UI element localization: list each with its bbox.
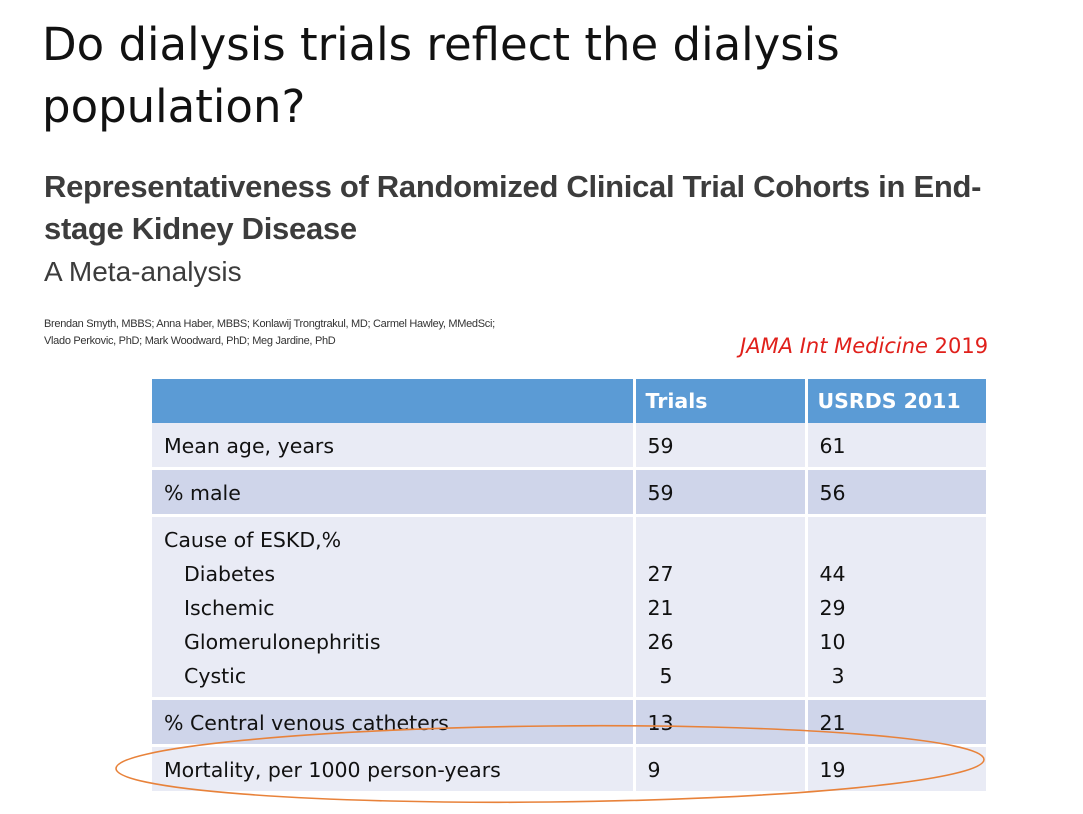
- usrds-value: 61: [806, 423, 986, 469]
- trials-value: 21: [647, 596, 674, 620]
- usrds-value-group: 44 29 10 3: [806, 514, 986, 699]
- usrds-value: 3: [831, 664, 845, 688]
- author-line: Brendan Smyth, MBBS; Anna Haber, MBBS; K…: [44, 318, 495, 330]
- usrds-value: 29: [819, 596, 846, 620]
- comparison-table: Trials USRDS 2011 Mean age, years 59 61 …: [152, 379, 986, 791]
- trials-value: 9: [634, 744, 808, 791]
- journal-year: 2019: [934, 334, 989, 358]
- sub-row-label: Ischemic: [184, 596, 275, 620]
- row-label: % Central venous catheters: [152, 697, 636, 746]
- table-row: Mean age, years 59 61: [152, 423, 986, 469]
- author-line: Vlado Perkovic, PhD; Mark Woodward, PhD;…: [44, 335, 336, 347]
- slide-title: Do dialysis trials reflect the dialysis …: [42, 18, 840, 133]
- column-header-label: [152, 379, 636, 423]
- row-label-group: Cause of ESKD,% Diabetes Ischemic Glomer…: [152, 514, 636, 699]
- row-label: Mean age, years: [152, 423, 636, 469]
- usrds-value: 44: [819, 562, 846, 586]
- trials-value: 5: [659, 664, 673, 688]
- trials-value: 59: [634, 423, 808, 469]
- column-header-trials: Trials: [634, 379, 808, 423]
- column-header-usrds: USRDS 2011: [806, 379, 986, 423]
- usrds-value: 19: [806, 744, 986, 791]
- table-row: Cause of ESKD,% Diabetes Ischemic Glomer…: [152, 514, 986, 699]
- row-label: Mortality, per 1000 person-years: [152, 744, 636, 791]
- table-row-mortality: Mortality, per 1000 person-years 9 19: [152, 744, 986, 791]
- author-list: Brendan Smyth, MBBS; Anna Haber, MBBS; K…: [44, 316, 704, 350]
- trials-value: 27: [647, 562, 674, 586]
- usrds-value: 56: [806, 467, 986, 516]
- table-row: % male 59 56: [152, 467, 986, 516]
- row-label: % male: [152, 467, 636, 516]
- table-row: % Central venous catheters 13 21: [152, 697, 986, 746]
- sub-row-label: Cystic: [184, 664, 247, 688]
- article-subtitle: A Meta-analysis: [44, 256, 242, 287]
- usrds-value: 21: [806, 697, 986, 746]
- journal-name: JAMA Int Medicine: [740, 334, 928, 358]
- group-label: Cause of ESKD,%: [164, 528, 342, 552]
- trials-value: 26: [647, 630, 674, 654]
- sub-row-label: Glomerulonephritis: [184, 630, 381, 654]
- article-title: Representativeness of Randomized Clinica…: [44, 169, 982, 246]
- trials-value: 59: [634, 467, 808, 516]
- journal-citation: JAMA Int Medicine 2019: [740, 331, 988, 361]
- trials-value-group: 27 21 26 5: [634, 514, 808, 699]
- table-header-row: Trials USRDS 2011: [152, 379, 986, 423]
- trials-value: 13: [634, 697, 808, 746]
- usrds-value: 10: [819, 630, 846, 654]
- sub-row-label: Diabetes: [184, 562, 275, 586]
